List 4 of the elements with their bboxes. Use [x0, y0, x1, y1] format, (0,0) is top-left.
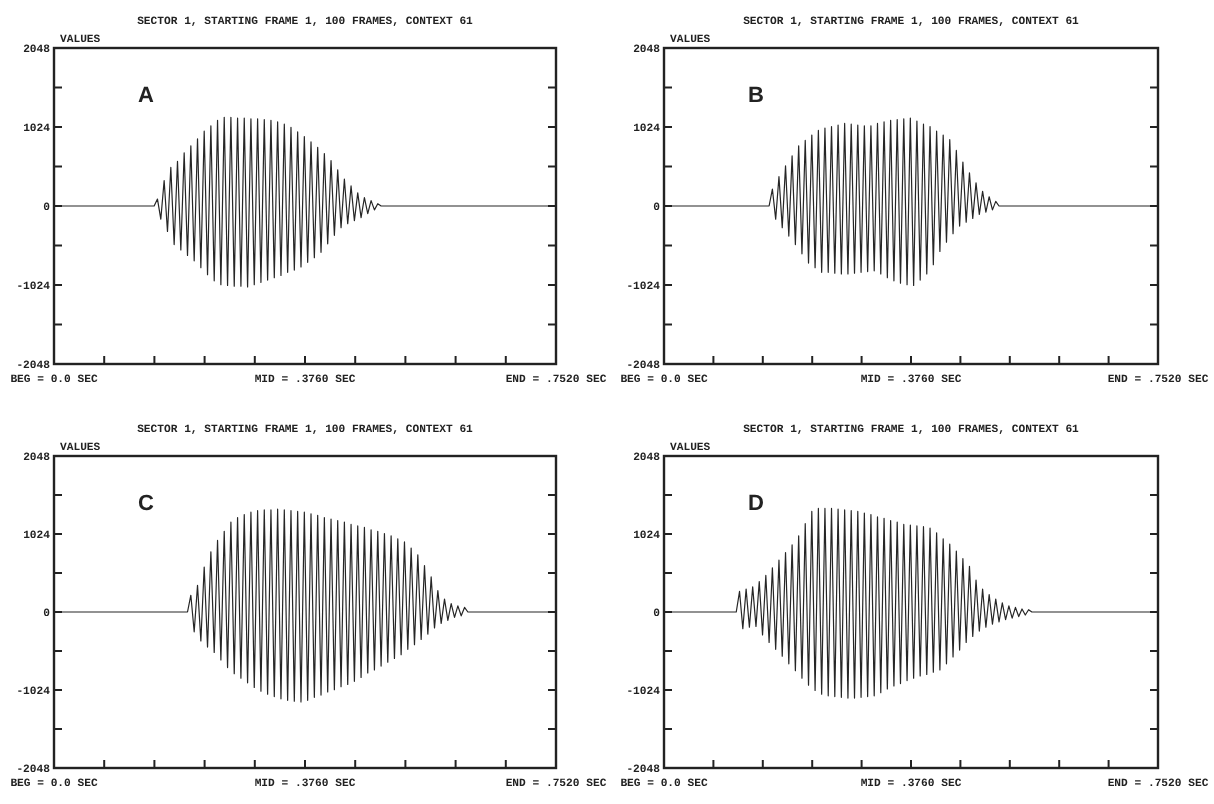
annotation: B	[748, 84, 764, 108]
annotation: A	[138, 84, 154, 108]
annotation: D	[748, 492, 764, 516]
annotation: C	[138, 492, 154, 516]
